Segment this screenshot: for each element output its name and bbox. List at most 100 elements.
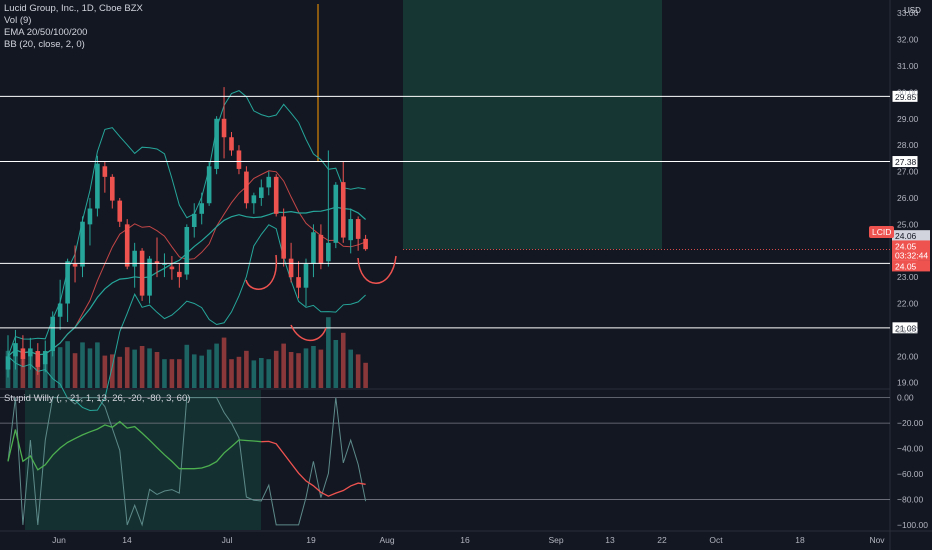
hand-drawn-curves (245, 254, 397, 342)
candle-body (236, 150, 242, 169)
time-tick-label: 18 (795, 535, 805, 545)
candle[interactable] (236, 145, 242, 175)
volume-bar (311, 346, 316, 388)
candle[interactable] (132, 242, 137, 288)
candle[interactable] (363, 234, 368, 251)
price-badge-label: 24.06 (895, 231, 917, 241)
candle-body (5, 356, 11, 370)
candle[interactable] (147, 256, 152, 304)
candle-body (35, 351, 41, 367)
candle[interactable] (214, 116, 219, 175)
candle[interactable] (65, 258, 70, 323)
candle-body (117, 200, 123, 222)
candle[interactable] (177, 263, 182, 288)
volume-bar (147, 348, 152, 388)
volume-bar (229, 359, 234, 388)
candle[interactable] (20, 335, 26, 367)
oscillator-label[interactable]: Stupid Willy (, , 21, 1, 13, 26, -20, -8… (4, 393, 191, 404)
candle[interactable] (87, 197, 93, 246)
oscillator-tick-label: 0.00 (897, 393, 914, 403)
candle[interactable] (199, 192, 204, 225)
candle-body (139, 250, 145, 296)
candles[interactable] (5, 87, 368, 378)
price-badge (892, 240, 930, 252)
chart-title: Lucid Group, Inc., 1D, Cboe BZX (4, 3, 143, 14)
candle[interactable] (296, 261, 301, 299)
candle[interactable] (110, 174, 115, 209)
candle[interactable] (57, 279, 63, 330)
candle[interactable] (154, 237, 160, 278)
price-tick-label: 31.00 (897, 61, 919, 71)
candle[interactable] (311, 224, 316, 278)
candle-body (296, 277, 301, 288)
drawn-curve (290, 324, 327, 342)
candle[interactable] (244, 166, 249, 209)
candle[interactable] (102, 161, 108, 193)
candle-body (214, 118, 219, 169)
candle[interactable] (229, 131, 234, 156)
candle-body (87, 208, 93, 225)
candle[interactable] (124, 219, 130, 270)
williams-line (7, 397, 367, 527)
candle-body (13, 343, 18, 357)
candle[interactable] (35, 343, 41, 375)
bollinger-indicator-label[interactable]: BB (20, close, 2, 0) (4, 39, 85, 50)
candle[interactable] (266, 171, 272, 196)
candle[interactable] (288, 242, 294, 283)
price-tick-label: 25.00 (897, 219, 919, 229)
candle[interactable] (139, 248, 145, 301)
volume-bar (303, 348, 309, 388)
price-tick-label: 27.00 (897, 167, 919, 177)
candle[interactable] (28, 337, 33, 370)
candle[interactable] (206, 161, 212, 206)
candle[interactable] (355, 216, 361, 251)
candle[interactable] (273, 174, 279, 217)
price-tick-label: 28.00 (897, 140, 919, 150)
candle-body (199, 203, 204, 214)
oscillator-tick-label: −80.00 (897, 494, 924, 504)
price-tick-label: 26.00 (897, 193, 919, 203)
volume-bar (132, 349, 137, 388)
candle[interactable] (95, 155, 100, 217)
price-badge (892, 260, 930, 272)
ema-indicator-label[interactable]: EMA 20/50/100/200 (4, 27, 88, 38)
candle[interactable] (348, 208, 353, 254)
candle-body (244, 171, 249, 204)
volume-bar (72, 353, 78, 388)
candle-body (57, 303, 63, 317)
candle[interactable] (281, 208, 286, 267)
candle[interactable] (13, 329, 18, 370)
price-tick-label: 19.00 (897, 378, 919, 388)
symbol-badge[interactable]: LCID (869, 226, 895, 238)
currency-label: USD (904, 6, 921, 15)
candle[interactable] (259, 179, 264, 206)
volume-bar (80, 342, 85, 388)
candle[interactable] (326, 150, 331, 267)
volume-bar (273, 350, 279, 388)
candle[interactable] (221, 87, 227, 159)
price-tick-label: 21.00 (897, 325, 919, 335)
price-badge (892, 249, 930, 261)
candle-body (191, 213, 197, 227)
price-level-badge (891, 155, 919, 169)
candle[interactable] (117, 197, 123, 227)
candle[interactable] (251, 192, 257, 214)
candle[interactable] (72, 245, 78, 283)
candle[interactable] (340, 161, 346, 243)
candle[interactable] (169, 256, 175, 280)
candle[interactable] (5, 335, 11, 378)
volume-indicator-label[interactable]: Vol (9) (4, 15, 32, 26)
candle[interactable] (162, 253, 167, 278)
time-tick-label: 14 (122, 535, 132, 545)
candle[interactable] (303, 258, 309, 307)
price-tick-label: 33.00 (897, 8, 919, 18)
candle[interactable] (42, 340, 48, 373)
candle[interactable] (318, 224, 324, 270)
candle[interactable] (80, 216, 85, 278)
candle[interactable] (333, 182, 339, 249)
oscillator-tick-label: −100.00 (897, 520, 928, 530)
candle[interactable] (191, 203, 197, 238)
candle[interactable] (184, 224, 190, 280)
candle[interactable] (50, 311, 55, 357)
